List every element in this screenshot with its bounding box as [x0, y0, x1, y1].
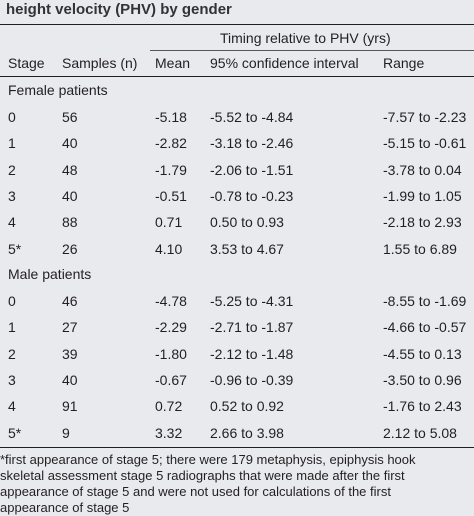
cell: 46 [62, 293, 78, 309]
cell: -3.78 to 0.04 [383, 161, 462, 178]
footnote: appearance of stage 5 and were not used … [0, 484, 391, 499]
column-header: 95% confidence interval [210, 55, 359, 71]
cell: -3.50 to 0.96 [383, 371, 462, 388]
cell: 0 [8, 293, 16, 309]
cell: 2 [8, 161, 16, 178]
rule [0, 447, 474, 448]
cell: 1 [8, 319, 16, 336]
cell: -0.96 to -0.39 [210, 371, 294, 388]
cell: -2.71 to -1.87 [210, 319, 294, 336]
cell: -7.57 to -2.23 [383, 109, 467, 125]
cell: 3 [8, 371, 16, 388]
cell: 5* [8, 424, 22, 441]
group-label: Female patients [8, 82, 108, 98]
cell: 2.66 to 3.98 [210, 424, 284, 441]
cell: 40 [62, 187, 78, 204]
cell: 88 [62, 214, 78, 231]
cell: -2.12 to -1.48 [210, 345, 294, 362]
title: height velocity (PHV) by gender [6, 1, 232, 18]
cell: -1.80 [155, 345, 187, 362]
cell: 0.71 [155, 214, 183, 231]
cell: 26 [62, 240, 78, 257]
footnote: *first appearance of stage 5; there were… [0, 452, 416, 467]
cell: 27 [62, 319, 78, 336]
cell: 3.32 [155, 424, 183, 441]
group-label: Male patients [8, 266, 92, 282]
cell: 1 [8, 135, 16, 152]
column-header: Stage [8, 55, 45, 71]
cell: 1.55 to 6.89 [383, 240, 457, 257]
cell: 2.12 to 5.08 [383, 424, 457, 441]
cell: -0.51 [155, 187, 187, 204]
cell: 91 [62, 398, 78, 415]
cell: 4 [8, 398, 16, 415]
cell: -2.82 [155, 135, 187, 152]
cell: -1.79 [155, 161, 187, 178]
cell: -1.76 to 2.43 [383, 398, 462, 415]
cell: -1.99 to 1.05 [383, 187, 462, 204]
cell: -2.06 to -1.51 [210, 161, 294, 178]
cell: -3.18 to -2.46 [210, 135, 294, 152]
footnote: appearance of stage 5 [0, 500, 130, 515]
cell: 48 [62, 161, 78, 178]
column-header: Mean [155, 55, 191, 71]
cell: -0.78 to -0.23 [210, 187, 294, 204]
cell: 0.50 to 0.93 [210, 214, 284, 231]
cell: 5* [8, 240, 22, 257]
cell: 4.10 [155, 240, 183, 257]
cell: 56 [62, 109, 78, 125]
footnote: skeletal assessment stage 5 radiographs … [0, 468, 405, 483]
cell: -4.66 to -0.57 [383, 319, 467, 336]
cell: -5.15 to -0.61 [383, 135, 467, 152]
rule [150, 50, 474, 51]
cell: -2.18 to 2.93 [383, 214, 462, 231]
cell: 9 [62, 424, 70, 441]
cell: -0.67 [155, 371, 187, 388]
cell: 3.53 to 4.67 [210, 240, 284, 257]
cell: 4 [8, 214, 16, 231]
column-header: Samples (n) [62, 55, 138, 71]
cell: -5.52 to -4.84 [210, 109, 294, 125]
cell: 40 [62, 371, 78, 388]
cell: 0.52 to 0.92 [210, 398, 284, 415]
column-header: Range [383, 55, 425, 71]
cell: -2.29 [155, 319, 187, 336]
cell: 3 [8, 187, 16, 204]
cell: 39 [62, 345, 78, 362]
cell: -5.18 [155, 109, 187, 125]
cell: 2 [8, 345, 16, 362]
group-header: Timing relative to PHV (yrs) [220, 30, 391, 46]
cell: 0.72 [155, 398, 183, 415]
cell: -4.78 [155, 293, 187, 309]
cell: 0 [8, 109, 16, 125]
cell: -4.55 to 0.13 [383, 345, 462, 362]
rule [0, 76, 474, 77]
cell: -8.55 to -1.69 [383, 293, 467, 309]
cell: -5.25 to -4.31 [210, 293, 294, 309]
rule [0, 24, 474, 25]
cell: 40 [62, 135, 78, 152]
